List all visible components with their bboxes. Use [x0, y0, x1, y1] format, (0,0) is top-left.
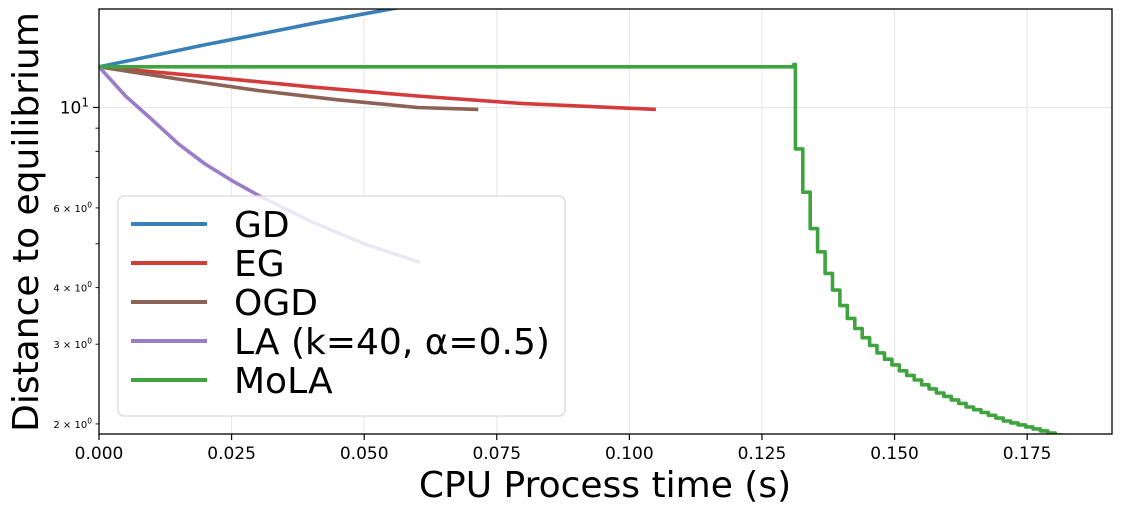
legend-label: EG: [234, 244, 285, 285]
x-axis-title: CPU Process time (s): [419, 465, 791, 506]
plot-frame: [98, 8, 1113, 435]
x-tick-label: 0.025: [207, 444, 256, 464]
legend-box: [117, 195, 566, 417]
series-line-gd: [99, 9, 402, 69]
y-tick-label: 101: [60, 95, 89, 118]
x-tick-label: 0.000: [75, 444, 124, 464]
y-tick-label: 6 × 100: [53, 200, 92, 215]
y-tick-label-exponent: 0: [87, 337, 92, 346]
x-tick-label: 0.150: [870, 444, 919, 464]
x-tick-label: 0.125: [738, 444, 787, 464]
x-tick-label: 0.050: [340, 444, 389, 464]
y-tick-label-base: 3 × 10: [53, 340, 87, 351]
y-tick-label-exponent: 0: [87, 200, 92, 209]
y-tick-label-base: 10: [60, 98, 82, 118]
y-tick-label: 3 × 100: [53, 337, 92, 352]
legend-label: LA (k=40, α=0.5): [234, 322, 550, 363]
series-line-eg: [99, 65, 656, 112]
y-tick-label-exponent: 1: [81, 95, 89, 109]
y-tick-label-exponent: 0: [87, 416, 92, 425]
series-line-ogd: [99, 65, 479, 112]
x-axis: 0.000 0.025 0.050 0.075 0.100 0.125 0.150 0.175: [75, 434, 1052, 464]
legend-label: GD: [234, 205, 290, 246]
y-tick-label-base: 4 × 10: [53, 284, 87, 295]
y-tick-label: 4 × 100: [53, 280, 92, 295]
y-tick-label: 2 × 100: [53, 416, 92, 431]
y-axis-title: Distance to equilibrium: [6, 12, 47, 432]
y-tick-label-exponent: 0: [87, 280, 92, 289]
x-tick-label: 0.100: [605, 444, 654, 464]
series-line-mola: [99, 62, 1065, 434]
legend-label: MoLA: [234, 361, 333, 402]
legend-label: OGD: [234, 283, 318, 324]
x-tick-label: 0.075: [472, 444, 521, 464]
y-tick-label-base: 6 × 10: [53, 204, 87, 215]
y-tick-label-base: 2 × 10: [53, 420, 87, 431]
x-tick-label: 0.175: [1003, 444, 1052, 464]
